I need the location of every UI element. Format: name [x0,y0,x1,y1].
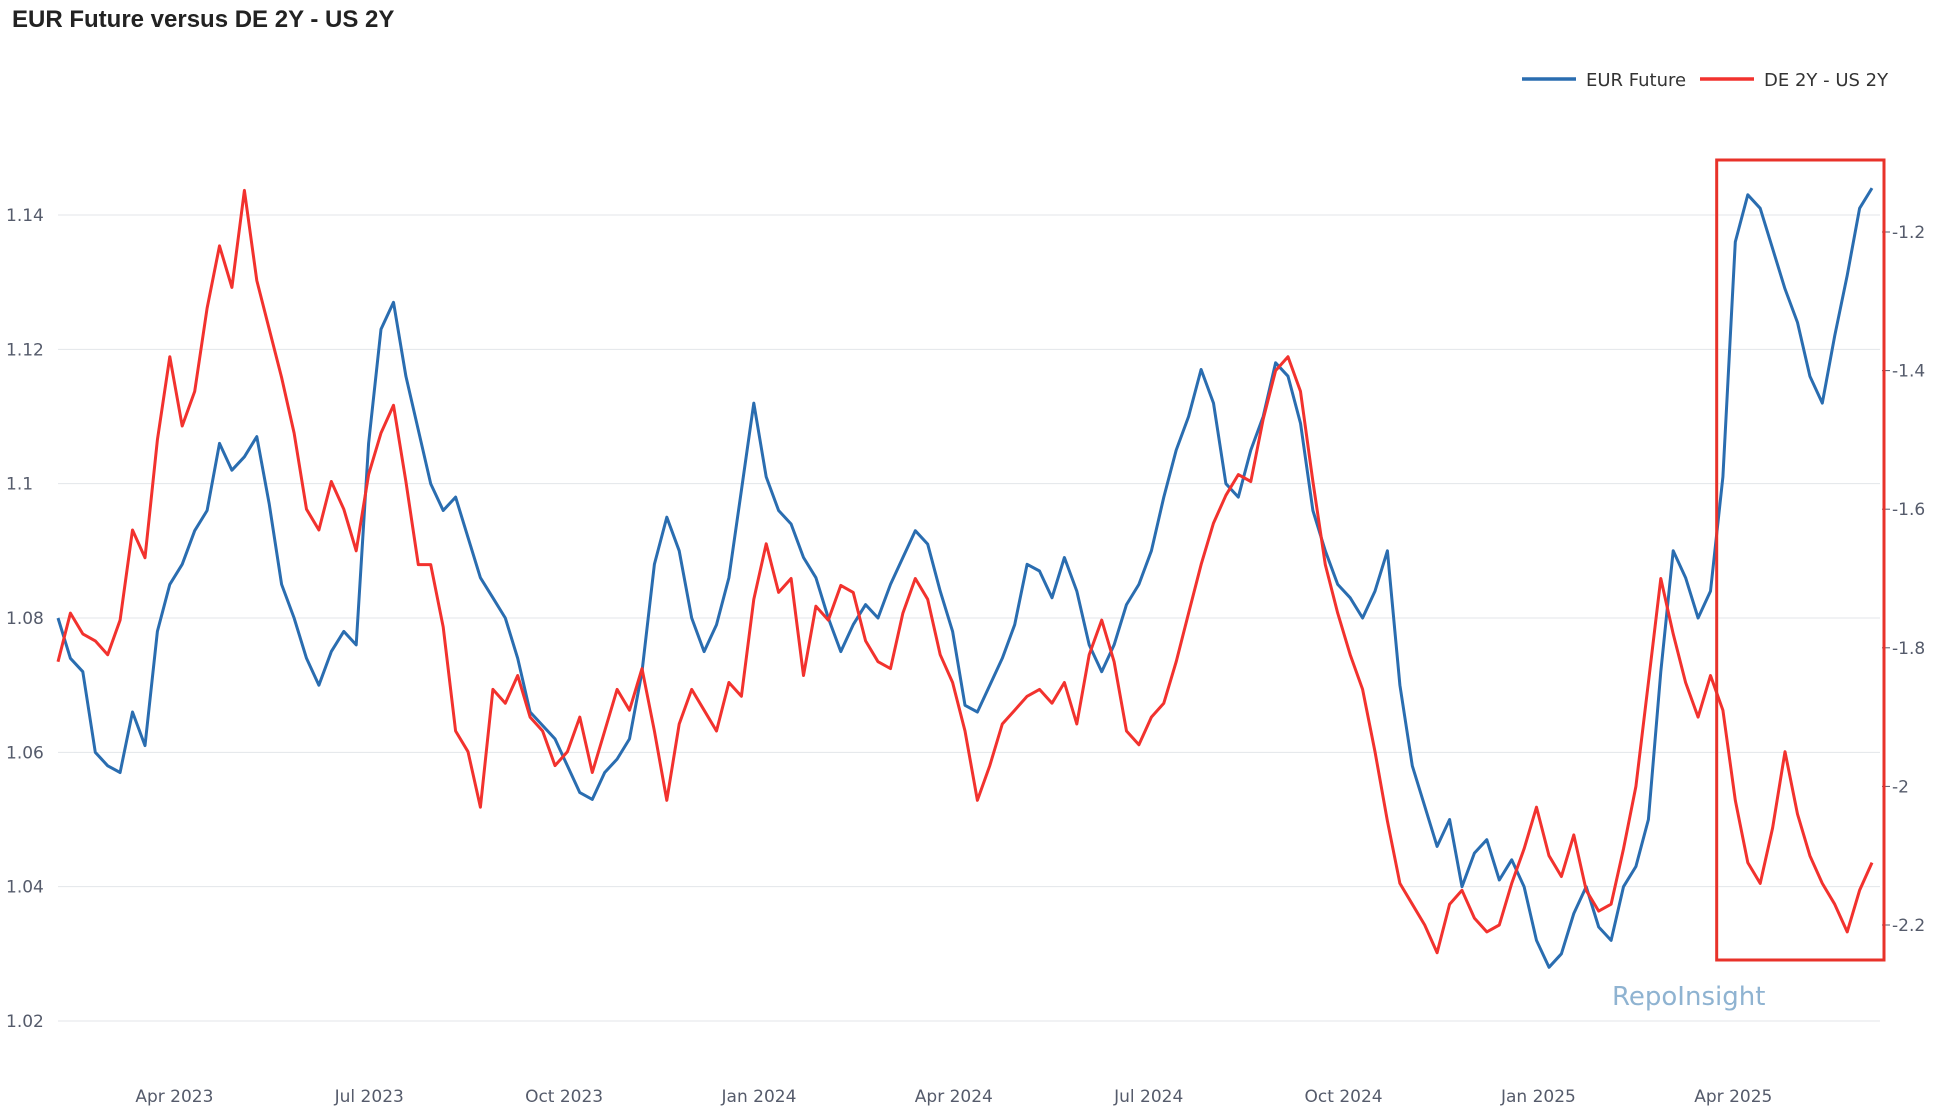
right-tick-label: -1.2 [1892,223,1925,243]
left-tick-label: 1.1 [6,475,33,495]
x-tick-label: Oct 2024 [1305,1087,1383,1107]
right-tick-label: -2.2 [1892,916,1925,936]
x-tick-label: Jan 2024 [721,1087,797,1107]
x-tick-label: Jul 2023 [334,1087,404,1107]
x-tick-label: Apr 2025 [1694,1087,1772,1107]
chart-title: EUR Future versus DE 2Y - US 2Y [12,6,395,33]
x-tick-label: Apr 2023 [135,1087,213,1107]
eur-future-line [56,187,1874,969]
left-tick-label: 1.06 [6,743,44,763]
legend-label-de-us-spread: DE 2Y - US 2Y [1764,70,1889,91]
x-tick-label: Apr 2024 [915,1087,993,1107]
left-tick-label: 1.08 [6,609,44,629]
x-tick-label: Jul 2024 [1113,1087,1183,1107]
right-tick-label: -1.4 [1892,362,1925,382]
right-tick-label: -1.8 [1892,639,1925,659]
grid-lines [58,214,1880,1022]
x-tick-label: Jan 2025 [1500,1087,1576,1107]
series-layer [56,187,1874,969]
left-tick-label: 1.02 [6,1012,44,1032]
x-tick-label: Oct 2023 [525,1087,603,1107]
left-tick-label: 1.14 [6,206,44,226]
right-tick-label: -1.6 [1892,500,1925,520]
left-axis-ticks: 1.02 1.04 1.06 1.08 1.1 1.12 1.14 [6,206,44,1032]
right-axis-ticks: -2.2 -2 -1.8 -1.6 -1.4 -1.2 [1882,223,1925,936]
x-axis-ticks: Apr 2023 Jul 2023 Oct 2023 Jan 2024 Apr 2024… [135,1087,1772,1107]
highlight-box [1715,158,1886,962]
legend: EUR Future DE 2Y - US 2Y [1522,70,1889,91]
watermark-text: RepoInsight [1612,982,1765,1012]
legend-label-eur-future: EUR Future [1586,70,1686,91]
de-us-spread-line [56,188,1874,955]
right-tick-label: -2 [1892,777,1909,797]
left-tick-label: 1.04 [6,878,44,898]
left-tick-label: 1.12 [6,340,44,360]
